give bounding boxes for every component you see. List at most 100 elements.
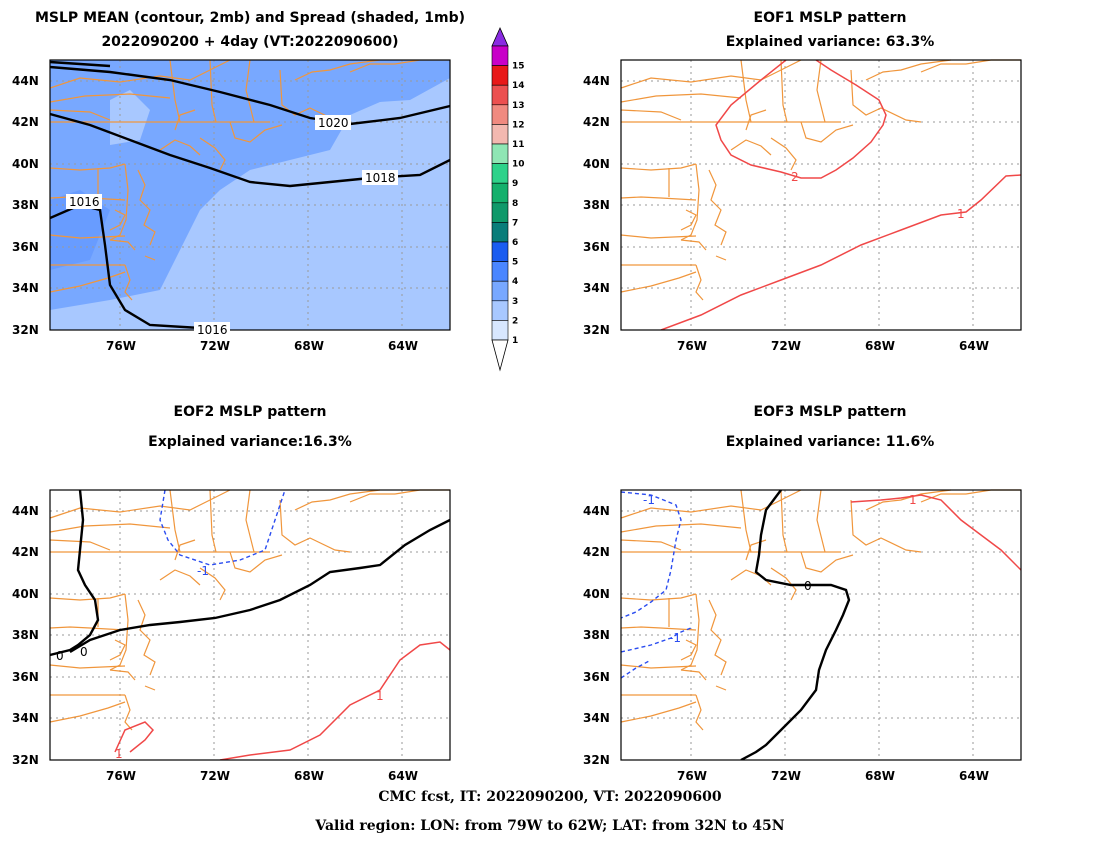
panel1-contour-label: 1020 <box>318 116 349 130</box>
colorbar-label: 11 <box>512 140 525 150</box>
colorbar-label: 5 <box>512 258 518 268</box>
lat-label: 32N <box>12 753 39 767</box>
lat-label: 40N <box>583 587 610 601</box>
colorbar-label: 8 <box>512 199 518 209</box>
lat-label: 34N <box>583 711 610 725</box>
colorbar-cell <box>491 320 509 341</box>
lat-label: 44N <box>583 74 610 88</box>
panel3-title-line2: Explained variance:16.3% <box>148 434 352 450</box>
panel4-contour-label: 0 <box>804 579 812 593</box>
colorbar-label: 1 <box>512 336 518 346</box>
lon-label: 68W <box>865 339 895 353</box>
lat-label: 38N <box>583 628 610 642</box>
lat-label: 36N <box>12 240 39 254</box>
panel3-contour-label: -1 <box>197 564 209 578</box>
lat-label: 38N <box>583 198 610 212</box>
lat-label: 42N <box>12 115 39 129</box>
axis-labels-panel2: 44N 42N 40N 38N 36N 34N 32N 76W 72W 68W … <box>583 74 989 353</box>
lon-label: 64W <box>959 769 989 783</box>
colorbar-cell <box>491 65 509 86</box>
lat-label: 38N <box>12 198 39 212</box>
lon-label: 68W <box>865 769 895 783</box>
lat-label: 44N <box>12 74 39 88</box>
colorbar-cell <box>491 300 509 321</box>
colorbar-label: 10 <box>512 160 525 170</box>
lat-label: 42N <box>12 545 39 559</box>
colorbar-cell <box>491 163 509 184</box>
lat-label: 34N <box>12 281 39 295</box>
panel2-title-line1: EOF1 MSLP pattern <box>753 10 907 26</box>
panel3-contour-label: 1 <box>115 747 123 761</box>
lon-label: 76W <box>106 339 136 353</box>
panel1-contour-label: 1016 <box>197 323 228 337</box>
colorbar-top-arrow <box>491 27 509 47</box>
lat-label: 44N <box>12 504 39 518</box>
axis-labels-panel1: 44N 42N 40N 38N 36N 34N 32N 76W 72W 68W … <box>12 74 418 353</box>
colorbar-label: 2 <box>512 316 518 326</box>
lon-label: 72W <box>771 769 801 783</box>
panel4-title-line2: Explained variance: 11.6% <box>725 434 935 450</box>
axis-labels-panel3: 44N 42N 40N 38N 36N 34N 32N 76W 72W 68W … <box>12 504 418 783</box>
lon-label: 68W <box>294 339 324 353</box>
colorbar-cell <box>491 222 509 243</box>
lon-label: 76W <box>677 339 707 353</box>
lat-label: 42N <box>583 115 610 129</box>
lat-label: 34N <box>583 281 610 295</box>
lon-label: 64W <box>959 339 989 353</box>
panel3-map: 0 0 -1 1 1 <box>49 489 451 761</box>
lat-label: 36N <box>583 670 610 684</box>
panel4-contour-label: -1 <box>669 631 681 645</box>
lat-label: 34N <box>12 711 39 725</box>
colorbar-cell <box>491 241 509 262</box>
lon-label: 72W <box>200 339 230 353</box>
footer-line1: CMC fcst, IT: 2022090200, VT: 2022090600 <box>378 789 722 805</box>
panel4-map: 0 -1 -1 1 <box>620 489 1022 761</box>
colorbar-label: 12 <box>512 120 525 130</box>
lat-label: 40N <box>12 587 39 601</box>
lat-label: 40N <box>583 157 610 171</box>
lon-label: 64W <box>388 769 418 783</box>
panel2-contour-label: 2 <box>791 170 799 184</box>
colorbar-cell <box>491 104 509 125</box>
lon-label: 76W <box>106 769 136 783</box>
panel3-contour-label: 0 <box>56 649 64 663</box>
lat-label: 32N <box>12 323 39 337</box>
colorbar-cell <box>491 261 509 282</box>
colorbar-label: 3 <box>512 297 518 307</box>
colorbar-cell <box>491 202 509 223</box>
panel3-contour-label: 0 <box>80 645 88 659</box>
panel1-map: 1020 1018 1016 1016 <box>49 59 451 337</box>
panel3-title-line1: EOF2 MSLP pattern <box>173 404 327 420</box>
panel4-title-line1: EOF3 MSLP pattern <box>753 404 907 420</box>
colorbar-label: 9 <box>512 179 518 189</box>
panel3-contour-label: 1 <box>376 689 384 703</box>
footer-line2: Valid region: LON: from 79W to 62W; LAT:… <box>315 818 785 834</box>
panel4-contour-label: 1 <box>909 493 917 507</box>
lat-label: 36N <box>583 240 610 254</box>
colorbar-cell <box>491 143 509 164</box>
colorbar-cell <box>491 84 509 106</box>
lon-label: 64W <box>388 339 418 353</box>
colorbar-label: 6 <box>512 238 518 248</box>
colorbar-label: 13 <box>512 101 525 111</box>
lon-label: 76W <box>677 769 707 783</box>
colorbar-bottom-arrow <box>491 339 509 372</box>
lon-label: 72W <box>771 339 801 353</box>
colorbar-label: 14 <box>512 81 525 91</box>
panel2-title-line2: Explained variance: 63.3% <box>725 34 935 50</box>
panel1-contour-label: 1018 <box>365 171 396 185</box>
lat-label: 36N <box>12 670 39 684</box>
lat-label: 32N <box>583 323 610 337</box>
axis-labels-panel4: 44N 42N 40N 38N 36N 34N 32N 76W 72W 68W … <box>583 504 989 783</box>
panel4-contour-label: -1 <box>643 493 655 507</box>
lat-label: 32N <box>583 753 610 767</box>
lon-label: 72W <box>200 769 230 783</box>
colorbar-label: 7 <box>512 218 518 228</box>
panel1-title-line1: MSLP MEAN (contour, 2mb) and Spread (sha… <box>35 10 465 26</box>
panel2-contour-label: 1 <box>957 207 965 221</box>
colorbar-cell <box>491 45 509 66</box>
panel2-map: 2 1 <box>620 59 1022 331</box>
panel1-title-line2: 2022090200 + 4day (VT:2022090600) <box>101 34 399 50</box>
colorbar-cell <box>491 182 509 204</box>
